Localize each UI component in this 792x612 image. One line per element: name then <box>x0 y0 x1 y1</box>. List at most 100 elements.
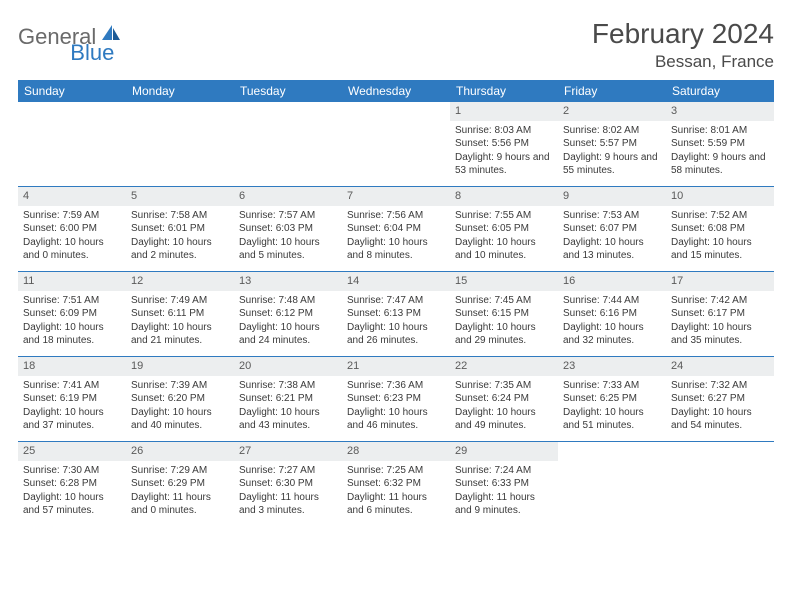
weekday-header: Thursday <box>450 80 558 102</box>
sunset-line: Sunset: 6:29 PM <box>131 477 229 491</box>
sunrise-line: Sunrise: 7:25 AM <box>347 464 445 478</box>
day-body: Sunrise: 7:49 AMSunset: 6:11 PMDaylight:… <box>126 291 234 352</box>
day-cell: 5Sunrise: 7:58 AMSunset: 6:01 PMDaylight… <box>126 187 234 271</box>
day-number: 26 <box>126 442 234 461</box>
sunset-line: Sunset: 6:03 PM <box>239 222 337 236</box>
title-block: February 2024 Bessan, France <box>592 18 774 72</box>
daylight-line: Daylight: 10 hours and 32 minutes. <box>563 321 661 348</box>
day-cell <box>18 102 126 186</box>
location-label: Bessan, France <box>592 52 774 72</box>
sunrise-line: Sunrise: 7:27 AM <box>239 464 337 478</box>
sunrise-line: Sunrise: 7:48 AM <box>239 294 337 308</box>
day-cell: 6Sunrise: 7:57 AMSunset: 6:03 PMDaylight… <box>234 187 342 271</box>
day-body: Sunrise: 7:29 AMSunset: 6:29 PMDaylight:… <box>126 461 234 522</box>
day-number: 22 <box>450 357 558 376</box>
weekday-header-row: SundayMondayTuesdayWednesdayThursdayFrid… <box>18 80 774 102</box>
daylight-line: Daylight: 11 hours and 9 minutes. <box>455 491 553 518</box>
day-body: Sunrise: 8:02 AMSunset: 5:57 PMDaylight:… <box>558 121 666 182</box>
day-number: 5 <box>126 187 234 206</box>
sunrise-line: Sunrise: 7:36 AM <box>347 379 445 393</box>
day-cell: 20Sunrise: 7:38 AMSunset: 6:21 PMDayligh… <box>234 357 342 441</box>
daylight-line: Daylight: 10 hours and 57 minutes. <box>23 491 121 518</box>
daylight-line: Daylight: 9 hours and 58 minutes. <box>671 151 769 178</box>
daylight-line: Daylight: 10 hours and 15 minutes. <box>671 236 769 263</box>
sunrise-line: Sunrise: 7:29 AM <box>131 464 229 478</box>
day-number: 29 <box>450 442 558 461</box>
sunrise-line: Sunrise: 7:24 AM <box>455 464 553 478</box>
header: General Blue February 2024 Bessan, Franc… <box>18 18 774 72</box>
day-number: 10 <box>666 187 774 206</box>
day-body: Sunrise: 7:27 AMSunset: 6:30 PMDaylight:… <box>234 461 342 522</box>
sunset-line: Sunset: 6:24 PM <box>455 392 553 406</box>
sunrise-line: Sunrise: 7:33 AM <box>563 379 661 393</box>
sunset-line: Sunset: 6:23 PM <box>347 392 445 406</box>
sunset-line: Sunset: 6:12 PM <box>239 307 337 321</box>
day-body: Sunrise: 7:24 AMSunset: 6:33 PMDaylight:… <box>450 461 558 522</box>
sunrise-line: Sunrise: 7:35 AM <box>455 379 553 393</box>
day-cell: 27Sunrise: 7:27 AMSunset: 6:30 PMDayligh… <box>234 442 342 526</box>
day-number: 2 <box>558 102 666 121</box>
sunrise-line: Sunrise: 7:58 AM <box>131 209 229 223</box>
day-body: Sunrise: 7:38 AMSunset: 6:21 PMDaylight:… <box>234 376 342 437</box>
sunrise-line: Sunrise: 7:59 AM <box>23 209 121 223</box>
weekday-header: Wednesday <box>342 80 450 102</box>
day-cell: 29Sunrise: 7:24 AMSunset: 6:33 PMDayligh… <box>450 442 558 526</box>
day-cell: 28Sunrise: 7:25 AMSunset: 6:32 PMDayligh… <box>342 442 450 526</box>
day-body: Sunrise: 7:51 AMSunset: 6:09 PMDaylight:… <box>18 291 126 352</box>
day-body: Sunrise: 7:57 AMSunset: 6:03 PMDaylight:… <box>234 206 342 267</box>
day-cell: 25Sunrise: 7:30 AMSunset: 6:28 PMDayligh… <box>18 442 126 526</box>
sunrise-line: Sunrise: 7:42 AM <box>671 294 769 308</box>
weekday-header: Saturday <box>666 80 774 102</box>
logo: General Blue <box>18 24 170 50</box>
day-number: 12 <box>126 272 234 291</box>
sunset-line: Sunset: 6:00 PM <box>23 222 121 236</box>
day-body: Sunrise: 7:56 AMSunset: 6:04 PMDaylight:… <box>342 206 450 267</box>
sunset-line: Sunset: 6:09 PM <box>23 307 121 321</box>
sunset-line: Sunset: 6:08 PM <box>671 222 769 236</box>
day-number: 27 <box>234 442 342 461</box>
daylight-line: Daylight: 10 hours and 46 minutes. <box>347 406 445 433</box>
day-body: Sunrise: 7:35 AMSunset: 6:24 PMDaylight:… <box>450 376 558 437</box>
day-cell: 1Sunrise: 8:03 AMSunset: 5:56 PMDaylight… <box>450 102 558 186</box>
day-cell <box>666 442 774 526</box>
daylight-line: Daylight: 10 hours and 26 minutes. <box>347 321 445 348</box>
calendar-page: General Blue February 2024 Bessan, Franc… <box>0 0 792 526</box>
sunrise-line: Sunrise: 7:47 AM <box>347 294 445 308</box>
weekday-header: Monday <box>126 80 234 102</box>
sunrise-line: Sunrise: 7:56 AM <box>347 209 445 223</box>
day-body: Sunrise: 7:36 AMSunset: 6:23 PMDaylight:… <box>342 376 450 437</box>
day-cell: 4Sunrise: 7:59 AMSunset: 6:00 PMDaylight… <box>18 187 126 271</box>
day-body: Sunrise: 7:32 AMSunset: 6:27 PMDaylight:… <box>666 376 774 437</box>
sunrise-line: Sunrise: 8:01 AM <box>671 124 769 138</box>
day-body: Sunrise: 7:47 AMSunset: 6:13 PMDaylight:… <box>342 291 450 352</box>
day-number: 6 <box>234 187 342 206</box>
day-number: 24 <box>666 357 774 376</box>
day-body: Sunrise: 7:44 AMSunset: 6:16 PMDaylight:… <box>558 291 666 352</box>
sunset-line: Sunset: 6:05 PM <box>455 222 553 236</box>
day-number: 1 <box>450 102 558 121</box>
day-cell <box>234 102 342 186</box>
daylight-line: Daylight: 10 hours and 10 minutes. <box>455 236 553 263</box>
sunrise-line: Sunrise: 8:03 AM <box>455 124 553 138</box>
day-cell <box>558 442 666 526</box>
sunrise-line: Sunrise: 7:52 AM <box>671 209 769 223</box>
daylight-line: Daylight: 9 hours and 55 minutes. <box>563 151 661 178</box>
sunset-line: Sunset: 6:32 PM <box>347 477 445 491</box>
daylight-line: Daylight: 10 hours and 37 minutes. <box>23 406 121 433</box>
sunset-line: Sunset: 5:56 PM <box>455 137 553 151</box>
day-body: Sunrise: 7:59 AMSunset: 6:00 PMDaylight:… <box>18 206 126 267</box>
calendar-grid: SundayMondayTuesdayWednesdayThursdayFrid… <box>18 80 774 526</box>
week-row: 18Sunrise: 7:41 AMSunset: 6:19 PMDayligh… <box>18 356 774 441</box>
day-cell: 26Sunrise: 7:29 AMSunset: 6:29 PMDayligh… <box>126 442 234 526</box>
day-body: Sunrise: 8:03 AMSunset: 5:56 PMDaylight:… <box>450 121 558 182</box>
week-row: 4Sunrise: 7:59 AMSunset: 6:00 PMDaylight… <box>18 186 774 271</box>
sunset-line: Sunset: 6:15 PM <box>455 307 553 321</box>
sunrise-line: Sunrise: 7:32 AM <box>671 379 769 393</box>
logo-text-blue: Blue <box>70 40 114 66</box>
day-number: 14 <box>342 272 450 291</box>
day-cell: 22Sunrise: 7:35 AMSunset: 6:24 PMDayligh… <box>450 357 558 441</box>
day-number: 7 <box>342 187 450 206</box>
sunrise-line: Sunrise: 7:57 AM <box>239 209 337 223</box>
day-number: 16 <box>558 272 666 291</box>
sunset-line: Sunset: 6:27 PM <box>671 392 769 406</box>
